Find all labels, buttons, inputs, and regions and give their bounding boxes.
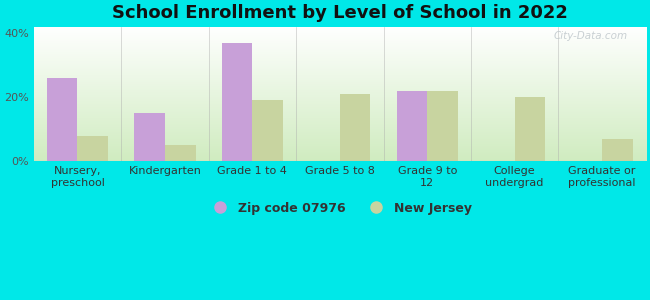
Bar [165,145,196,161]
Bar [47,78,77,161]
Title: School Enrollment by Level of School in 2022: School Enrollment by Level of School in … [112,4,567,22]
Bar [252,100,283,161]
Bar [135,113,165,161]
Bar [427,91,458,161]
Bar [222,43,252,161]
Bar [602,139,632,161]
Text: City-Data.com: City-Data.com [553,31,627,40]
Bar [340,94,370,161]
Legend: Zip code 07976, New Jersey: Zip code 07976, New Jersey [203,196,477,220]
Bar [77,136,108,161]
Bar [396,91,427,161]
Bar [515,97,545,161]
